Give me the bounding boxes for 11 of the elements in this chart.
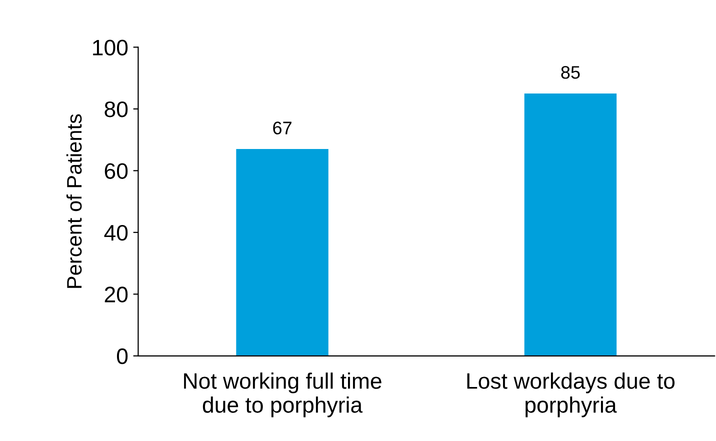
- y-tick-label: 0: [116, 348, 128, 364]
- y-tick-label: 40: [104, 224, 128, 241]
- y-tick-label: 60: [104, 163, 128, 179]
- data-label: 67: [273, 122, 292, 134]
- y-tick-label: 80: [104, 101, 128, 118]
- x-tick-label: Not working full time due to porphyria: [184, 372, 382, 418]
- x-tick-label: Lost workdays due to porphyria: [467, 372, 675, 418]
- y-tick-label: 100: [93, 40, 128, 56]
- data-label: 85: [561, 66, 580, 79]
- y-tick-label: 20: [104, 286, 128, 302]
- y-axis-title: Percent of Patients: [66, 114, 82, 288]
